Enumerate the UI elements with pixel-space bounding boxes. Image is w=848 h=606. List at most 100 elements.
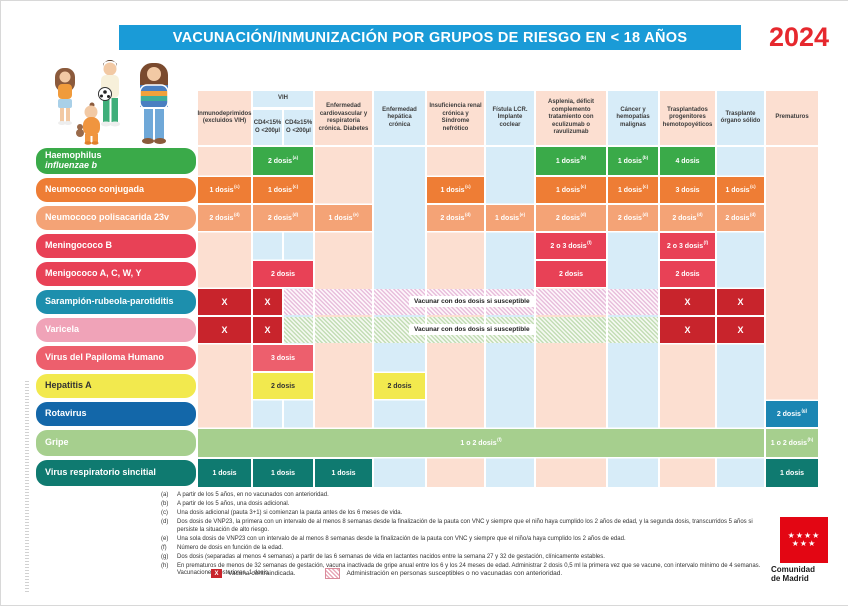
column-header-c11: Trasplante órgano sólido bbox=[717, 91, 764, 145]
cell-neumococo-polisacarida-23v-c6: 2 dosis (d) bbox=[427, 205, 484, 231]
column-header-c3: CD4≥15% O <200µl bbox=[284, 110, 313, 145]
cell-varicela-c1-contraindicated: X bbox=[198, 317, 251, 343]
cell-gripe-c1-c11: 1 o 2 dosis (f) bbox=[198, 429, 764, 457]
cell-meningococo-b-c10: 2 o 3 dosis (f) bbox=[660, 233, 715, 259]
hatched-swatch bbox=[325, 568, 341, 579]
column-stripe-c12 bbox=[766, 91, 818, 487]
header-body-divider bbox=[198, 145, 818, 147]
cell-varicela-c3-hatched bbox=[284, 317, 313, 343]
cell-sarampion-rubeola-parotiditis-c3-hatched bbox=[284, 289, 313, 315]
cell-varicela-c11-contraindicated: X bbox=[717, 317, 764, 343]
contraindicated-swatch: X bbox=[211, 569, 222, 578]
row-label-varicela: Varicela bbox=[36, 318, 196, 342]
vih-group-divider bbox=[253, 107, 313, 110]
cell-hepatitis-a-c5: 2 dosis bbox=[374, 373, 425, 399]
column-header-c7: Fístula LCR. Implante coclear bbox=[486, 91, 534, 145]
cell-sarampion-rubeola-parotiditis-c11-contraindicated: X bbox=[717, 289, 764, 315]
cell-sarampion-rubeola-parotiditis-c10-contraindicated: X bbox=[660, 289, 715, 315]
cell-neumococo-conjugada-c1: 1 dosis (c) bbox=[198, 177, 251, 203]
column-header-c4: Enfermedad cardiovascular y respiratoria… bbox=[315, 91, 372, 145]
column-header-c12: Prematuros bbox=[766, 91, 818, 145]
row-label-haemophilus: Haemophilus influenzae b bbox=[36, 148, 196, 174]
cell-neumococo-conjugada-c11: 1 dosis (c) bbox=[717, 177, 764, 203]
page-title: VACUNACIÓN/INMUNIZACIÓN POR GRUPOS DE RI… bbox=[172, 29, 688, 46]
cell-neumococo-conjugada-c6: 1 dosis (c) bbox=[427, 177, 484, 203]
footnote-d: (d) Dos dosis de VNP23, la primera con un… bbox=[161, 519, 753, 533]
footnote-g: (g) Dos dosis (separadas al menos 4 seman… bbox=[161, 553, 605, 560]
footnote-b: (b) A partir de los 5 años, una dosis adi… bbox=[161, 501, 290, 507]
footnote-a: (a) A partir de los 5 años, en no vacunad… bbox=[161, 492, 329, 498]
cell-neumococo-polisacarida-23v-c1: 2 dosis (d) bbox=[198, 205, 251, 231]
column-header-c6: Insuficiencia renal crónica y Síndrome n… bbox=[427, 91, 484, 145]
row-label-virus-respiratorio-sincitial: Virus respiratorio sincitial bbox=[36, 460, 196, 486]
cell-varicela-c8-hatched bbox=[536, 317, 606, 343]
cell-menigococo-acwy-c10: 2 dosis bbox=[660, 261, 715, 287]
row-label-sarampion-rubeola-parotiditis: Sarampión-rubeola-parotiditis bbox=[36, 290, 196, 314]
cell-sarampion-rubeola-parotiditis-c4-hatched bbox=[315, 289, 372, 315]
column-header-c8: Asplenia, déficit complemento tratamient… bbox=[536, 91, 606, 145]
year-label: 2024 bbox=[768, 21, 830, 52]
row-label-menigococo-acwy: Menigococo A, C, W, Y bbox=[36, 262, 196, 286]
cell-varicela-c9-hatched bbox=[608, 317, 658, 343]
comunidad-madrid-flag: ★★★★ ★★★ bbox=[780, 517, 828, 563]
row-label-virus-del-papiloma-humano: Virus del Papiloma Humano bbox=[36, 346, 196, 370]
row-label-neumococo-polisacarida-23v: Neumococo polisacarida 23v bbox=[36, 206, 196, 230]
flag-stars-row2: ★★★ bbox=[791, 539, 817, 548]
hatch-note-pill-varicela: Vacunar con dos dosis si susceptible bbox=[409, 324, 535, 335]
cell-menigococo-acwy-c2-c3: 2 dosis bbox=[253, 261, 313, 287]
cell-virus-respiratorio-sincitial-c4: 1 dosis bbox=[315, 459, 372, 487]
cell-neumococo-conjugada-c10: 3 dosis bbox=[660, 177, 715, 203]
column-header-c9: Cáncer y hemopatías malignas bbox=[608, 91, 658, 145]
cell-rotavirus-c12: 2 dosis (g) bbox=[766, 401, 818, 427]
cell-haemophilus-c9: 1 dosis (b) bbox=[608, 147, 658, 175]
hatched-label: Administración en personas susceptibles … bbox=[346, 570, 563, 577]
cell-virus-del-papiloma-humano-c2-c3: 3 dosis bbox=[253, 345, 313, 371]
cell-meningococo-b-c8: 2 o 3 dosis (f) bbox=[536, 233, 606, 259]
flag-stars-row1: ★★★★ bbox=[787, 531, 821, 540]
row-label-hepatitis-a: Hepatitis A bbox=[36, 374, 196, 398]
contraindicated-label: Vacuna contraindicada. bbox=[228, 570, 296, 577]
toddler-onesie bbox=[83, 117, 100, 136]
column-header-c10: Trasplantados progenitores hemotopoyétic… bbox=[660, 91, 715, 145]
row-label-neumococo-conjugada: Neumococo conjugada bbox=[36, 178, 196, 202]
footnote-e: (e) Una sola dosis de VNP23 con un interv… bbox=[161, 535, 626, 542]
row-label-meningococo-b: Meningococo B bbox=[36, 234, 196, 258]
cell-neumococo-polisacarida-23v-c4: 1 dosis (e) bbox=[315, 205, 372, 231]
hatch-note-pill-sarampion-rubeola-parotiditis: Vacunar con dos dosis si susceptible bbox=[409, 296, 535, 307]
cell-haemophilus-c10: 4 dosis bbox=[660, 147, 715, 175]
cell-varicela-c10-contraindicated: X bbox=[660, 317, 715, 343]
column-header-c5: Enfermedad hepática crónica bbox=[374, 91, 425, 145]
cell-neumococo-polisacarida-23v-c8: 2 dosis (d) bbox=[536, 205, 606, 231]
cell-neumococo-polisacarida-23v-c10: 2 dosis (d) bbox=[660, 205, 715, 231]
cell-neumococo-polisacarida-23v-c2-c3: 2 dosis (d) bbox=[253, 205, 313, 231]
column-group-header-vih: VIH bbox=[253, 91, 313, 107]
cell-virus-respiratorio-sincitial-c1: 1 dosis bbox=[198, 459, 251, 487]
cell-sarampion-rubeola-parotiditis-c9-hatched bbox=[608, 289, 658, 315]
cell-sarampion-rubeola-parotiditis-c8-hatched bbox=[536, 289, 606, 315]
comunidad-madrid-wordmark: Comunidad de Madrid bbox=[771, 565, 815, 584]
cell-haemophilus-c2-c3: 2 dosis (a) bbox=[253, 147, 313, 175]
teddy-bear bbox=[77, 124, 83, 130]
cell-hepatitis-a-c2-c3: 2 dosis bbox=[253, 373, 313, 399]
cell-gripe-c12: 1 o 2 dosis (h) bbox=[766, 429, 818, 457]
footnote-f: (f) Número de dosis en función de la edad… bbox=[161, 544, 284, 551]
column-header-c1: Inmunodeprimidos (excluidos VIH) bbox=[198, 91, 252, 145]
cell-varicela-c4-hatched bbox=[315, 317, 372, 343]
cell-haemophilus-c8: 1 dosis (b) bbox=[536, 147, 606, 175]
column-header-c2: CD4<15% O <200µl bbox=[253, 110, 282, 145]
cell-sarampion-rubeola-parotiditis-c1-contraindicated: X bbox=[198, 289, 251, 315]
cell-varicela-c2-contraindicated: X bbox=[253, 317, 282, 343]
title-bar: VACUNACIÓN/INMUNIZACIÓN POR GRUPOS DE RI… bbox=[119, 25, 741, 50]
cell-virus-respiratorio-sincitial-c2-c3: 1 dosis bbox=[253, 459, 313, 487]
footnote-h: (h) En prematuros de menos de 32 semanas … bbox=[161, 562, 761, 577]
cell-neumococo-polisacarida-23v-c11: 2 dosis (d) bbox=[717, 205, 764, 231]
cell-neumococo-polisacarida-23v-c9: 2 dosis (d) bbox=[608, 205, 658, 231]
cell-menigococo-acwy-c8: 2 dosis bbox=[536, 261, 606, 287]
cell-neumococo-conjugada-c8: 1 dosis (c) bbox=[536, 177, 606, 203]
family-illustration bbox=[55, 60, 169, 145]
row-label-rotavirus: Rotavirus bbox=[36, 402, 196, 426]
cell-neumococo-conjugada-c2-c3: 1 dosis (c) bbox=[253, 177, 313, 203]
cell-neumococo-polisacarida-23v-c7: 1 dosis (e) bbox=[486, 205, 534, 231]
footnotes: (a) A partir de los 5 años, en no vacunad… bbox=[161, 492, 769, 579]
